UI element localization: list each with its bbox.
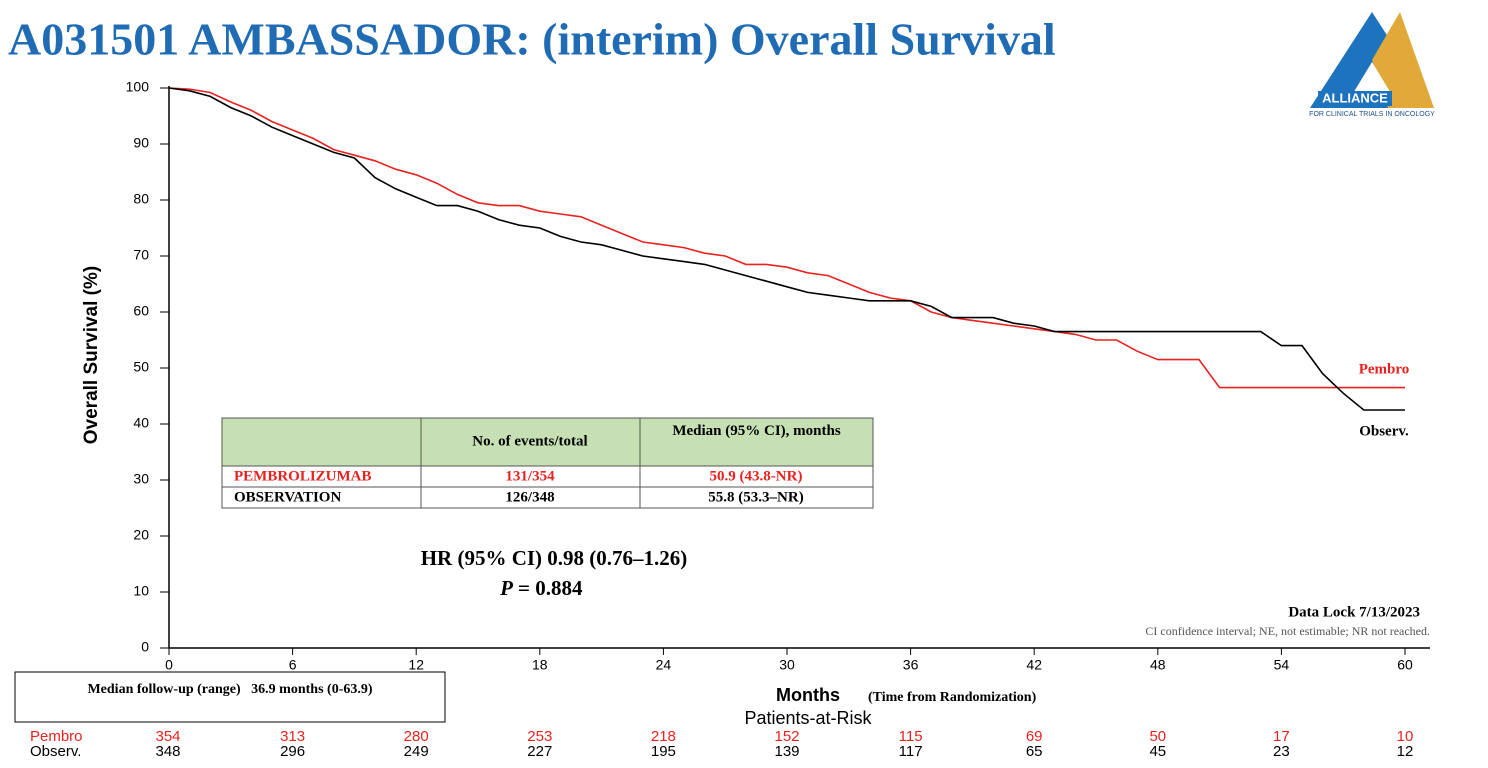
y-tick-label: 30 [133, 471, 149, 487]
risk-count: 253 [527, 728, 552, 745]
x-tick-label: 60 [1397, 657, 1413, 673]
risk-title: Patients-at-Risk [744, 708, 872, 728]
risk-count: 12 [1397, 743, 1414, 760]
y-tick-label: 70 [133, 247, 149, 263]
table-cell: 131/354 [505, 468, 555, 484]
curve-label: Pembro [1359, 361, 1410, 377]
table-cell: 55.8 (53.3–NR) [708, 489, 803, 505]
x-tick-label: 0 [165, 657, 173, 673]
risk-count: 45 [1149, 743, 1166, 760]
x-tick-label: 48 [1150, 657, 1166, 673]
hr-text: HR (95% CI) 0.98 (0.76–1.26) [421, 546, 688, 570]
table-header-wrap: Median (95% CI), months [672, 423, 841, 439]
risk-count: 354 [155, 728, 180, 745]
follow-up-box [14, 671, 446, 723]
footnote: CI confidence interval; NE, not estimabl… [1145, 624, 1430, 638]
logo: ALLIANCE FOR CLINICAL TRIALS IN ONCOLOGY [1309, 12, 1435, 118]
risk-count: 139 [774, 743, 799, 760]
table-cell: PEMBROLIZUMAB [234, 468, 372, 484]
risk-count: 218 [651, 728, 676, 745]
x-tick-label: 24 [656, 657, 672, 673]
table-header: No. of events/total [472, 433, 587, 449]
p-symbol: P [499, 576, 513, 600]
survival-curve [168, 87, 1405, 389]
x-tick-label: 42 [1026, 657, 1042, 673]
risk-count: 50 [1149, 728, 1166, 745]
table-cell: 50.9 (43.8-NR) [710, 468, 803, 484]
x-axis-label: Months [776, 685, 840, 705]
risk-count: 23 [1273, 743, 1290, 760]
y-tick-label: 90 [133, 135, 149, 151]
risk-count: 69 [1026, 728, 1043, 745]
risk-count: 249 [404, 743, 429, 760]
logo-band [1318, 91, 1392, 106]
survival-curve [168, 87, 1405, 411]
curves [168, 87, 1405, 411]
y-tick-label: 50 [133, 359, 149, 375]
logo-subtitle: FOR CLINICAL TRIALS IN ONCOLOGY [1309, 111, 1435, 118]
risk-row-label: Observ. [30, 743, 81, 760]
y-tick-label: 40 [133, 415, 149, 431]
y-axis-label: Overall Survival (%) [81, 266, 102, 444]
median-follow-up: Median follow-up (range) 36.9 months (0-… [87, 682, 372, 697]
risk-row-label: Pembro [30, 728, 83, 745]
curve-label: Observ. [1359, 423, 1409, 439]
risk-count: 195 [651, 743, 676, 760]
y-tick-label: 80 [133, 191, 149, 207]
x-axis-note: (Time from Randomization) [868, 690, 1037, 705]
logo-name: ALLIANCE [1322, 90, 1388, 105]
risk-count: 296 [280, 743, 305, 760]
x-tick-label: 30 [779, 657, 795, 673]
y-tick-label: 100 [126, 79, 150, 95]
y-tick-label: 10 [133, 583, 149, 599]
risk-count: 10 [1397, 728, 1414, 745]
risk-count: 313 [280, 728, 305, 745]
risk-count: 115 [899, 728, 923, 745]
x-tick-label: 6 [289, 657, 297, 673]
risk-count: 152 [774, 728, 799, 745]
logo-accent [1372, 12, 1434, 108]
y-tick-label: 20 [133, 527, 149, 543]
y-tick-label: 60 [133, 303, 149, 319]
risk-count: 117 [899, 743, 923, 760]
table-header: Median (95% CI), months [672, 423, 841, 439]
table-cell: OBSERVATION [234, 489, 341, 505]
risk-count: 17 [1273, 728, 1290, 745]
logo-inner [1352, 62, 1392, 95]
data-lock: Data Lock 7/13/2023 [1288, 604, 1420, 620]
summary-table: No. of events/total Median (95% CI), mon… [221, 417, 874, 509]
table-cell: 126/348 [505, 489, 554, 505]
x-tick-label: 36 [903, 657, 919, 673]
p-text: = 0.884 [518, 576, 583, 600]
risk-count: 65 [1026, 743, 1043, 760]
x-tick-label: 12 [408, 657, 424, 673]
y-tick-label: 0 [141, 639, 149, 655]
risk-count: 280 [404, 728, 429, 745]
slide-title: A031501 AMBASSADOR: (interim) Overall Su… [8, 14, 1056, 65]
risk-count: 348 [155, 743, 180, 760]
x-tick-label: 54 [1274, 657, 1290, 673]
risk-count: 227 [527, 743, 552, 760]
x-tick-label: 18 [532, 657, 548, 673]
